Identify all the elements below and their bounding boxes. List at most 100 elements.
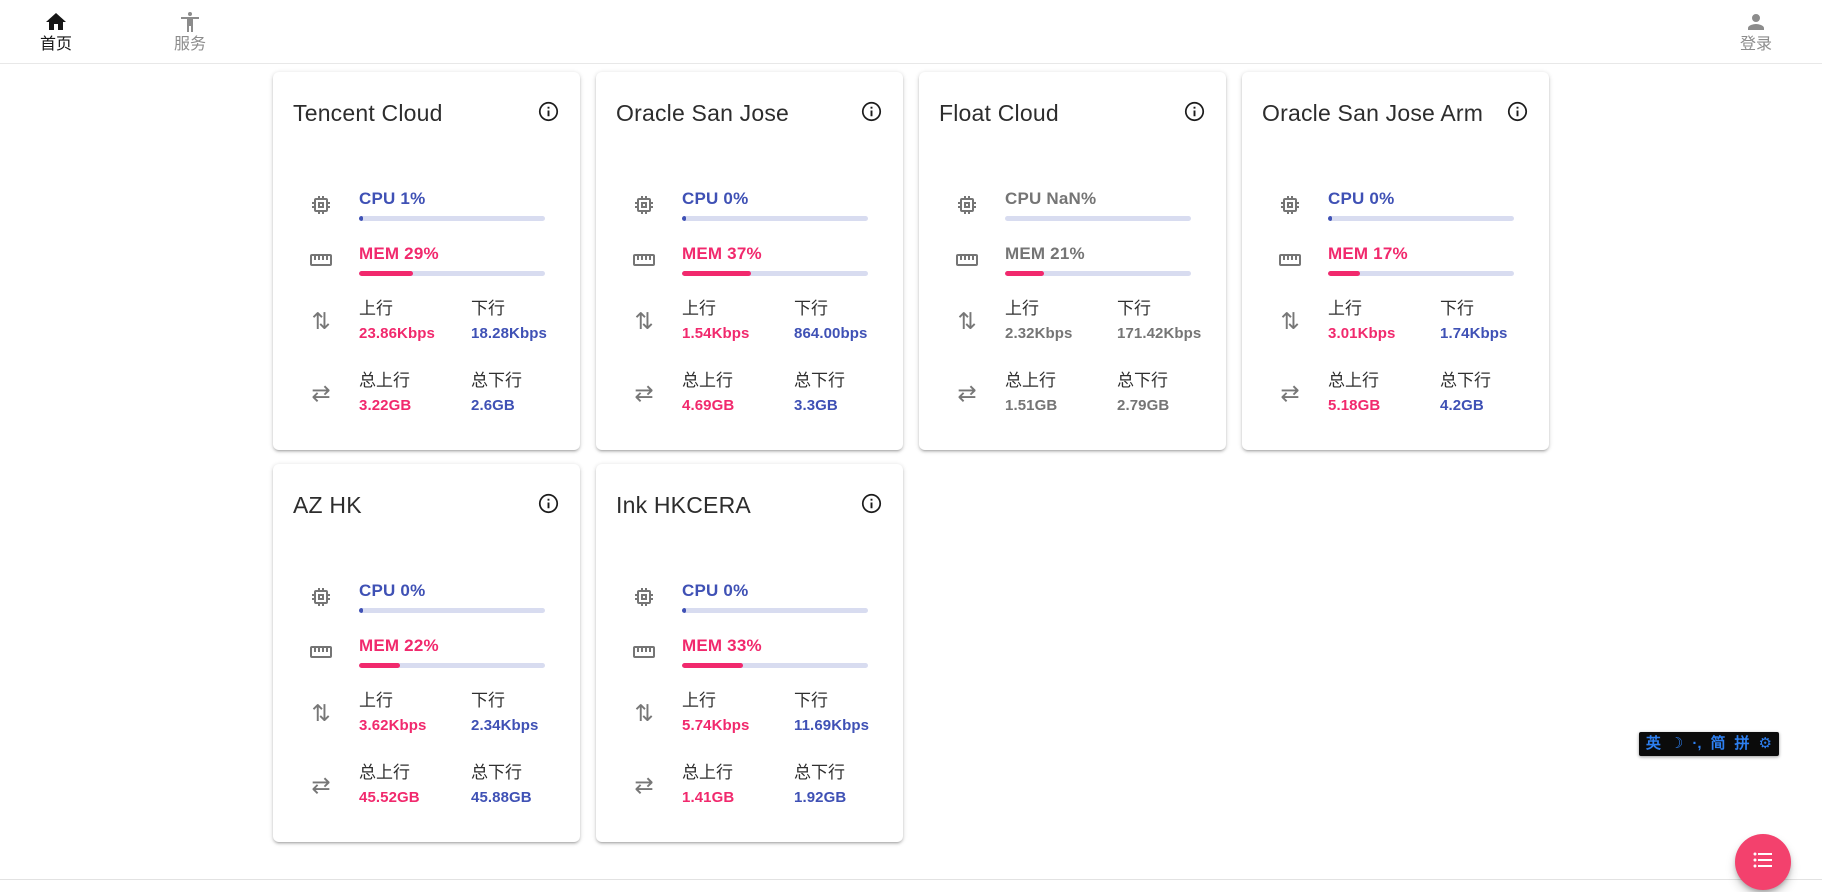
server-card: Ink HKCERA CPU 0%: [596, 464, 903, 842]
total-download-label: 总下行: [471, 371, 522, 390]
swap-vertical-icon: ⇅: [311, 700, 331, 726]
nav-item-services[interactable]: 服务: [164, 10, 216, 54]
ime-item-3[interactable]: 简: [1710, 735, 1726, 752]
server-card: Tencent Cloud CPU 1%: [273, 72, 580, 450]
total-download: 总下行 2.6GB: [471, 371, 522, 415]
total-upload-label: 总上行: [359, 371, 410, 390]
mem-progress-fill: [682, 271, 751, 276]
download-speed: 下行 11.69Kbps: [794, 691, 869, 735]
server-name: Oracle San Jose: [616, 100, 790, 126]
download-speed: 下行 864.00bps: [794, 299, 867, 343]
info-icon[interactable]: [537, 492, 560, 515]
memory-ruler-icon: [632, 640, 656, 664]
info-icon[interactable]: [860, 492, 883, 515]
cpu-progressbar: [1005, 216, 1191, 221]
server-metrics: CPU 1% MEM 29% ⇅: [293, 189, 560, 415]
memory-ruler-icon: [309, 640, 333, 664]
server-card: Float Cloud CPU NaN%: [919, 72, 1226, 450]
total-row: ⇄ 总上行 5.18GB 总下行 4.2GB: [1262, 371, 1529, 415]
total-download: 总下行 3.3GB: [794, 371, 845, 415]
total-download-value: 3.3GB: [794, 397, 838, 414]
info-icon[interactable]: [537, 100, 560, 123]
server-name: Float Cloud: [939, 100, 1059, 126]
ime-toolbar: 英 ☽ ·, 简拼 ⚙: [1638, 732, 1779, 756]
info-icon[interactable]: [1506, 100, 1529, 123]
cpu-chip-icon: [309, 193, 333, 217]
mem-progressbar: [359, 271, 545, 276]
server-metrics: CPU 0% MEM 33% ⇅: [616, 581, 883, 807]
upload-label: 上行: [1005, 299, 1039, 318]
total-upload-label: 总上行: [682, 763, 733, 782]
cpu-progressbar: [682, 216, 868, 221]
cpu-gauge: CPU 0%: [359, 581, 545, 613]
nav-item-home-label: 首页: [39, 35, 72, 53]
mem-progressbar: [682, 271, 868, 276]
server-name: Tencent Cloud: [293, 100, 443, 126]
total-upload-value: 1.41GB: [682, 789, 735, 806]
speed-row: ⇅ 上行 23.86Kbps 下行 18.28Kbps: [293, 299, 560, 343]
total-upload: 总上行 1.41GB: [682, 763, 794, 807]
total-download: 总下行 45.88GB: [471, 763, 532, 807]
ime-item-4[interactable]: 拼: [1734, 735, 1750, 752]
total-download-label: 总下行: [471, 763, 522, 782]
download-speed: 下行 2.34Kbps: [471, 691, 539, 735]
cpu-progressbar: [359, 216, 545, 221]
server-card-header: Oracle San Jose: [616, 98, 883, 128]
total-download-value: 4.2GB: [1440, 397, 1484, 414]
cpu-chip-icon: [309, 585, 333, 609]
mem-progress-fill: [359, 663, 400, 668]
mem-progressbar: [1328, 271, 1514, 276]
server-card-header: Oracle San Jose Arm: [1262, 98, 1529, 128]
cpu-gauge: CPU NaN%: [1005, 189, 1191, 221]
mem-gauge: MEM 17%: [1328, 244, 1514, 276]
server-cards-grid: Tencent Cloud CPU 1%: [273, 72, 1549, 842]
cpu-progress-fill: [682, 216, 686, 221]
total-upload-label: 总上行: [1328, 371, 1379, 390]
cpu-chip-icon: [632, 585, 656, 609]
upload-label: 上行: [359, 691, 393, 710]
total-row: ⇄ 总上行 4.69GB 总下行 3.3GB: [616, 371, 883, 415]
nav-item-home[interactable]: 首页: [30, 10, 82, 54]
cpu-chip-icon: [632, 193, 656, 217]
mem-progress-fill: [359, 271, 413, 276]
upload-value: 3.01Kbps: [1328, 325, 1396, 342]
mem-label: MEM 22%: [359, 636, 439, 655]
memory-ruler-icon: [632, 248, 656, 272]
mem-label: MEM 17%: [1328, 244, 1408, 263]
ime-item-0[interactable]: 英: [1645, 735, 1661, 752]
cpu-row: CPU 0%: [616, 581, 883, 613]
server-card-header: AZ HK: [293, 490, 560, 520]
total-upload-label: 总上行: [359, 763, 410, 782]
info-icon[interactable]: [1183, 100, 1206, 123]
total-upload: 总上行 45.52GB: [359, 763, 471, 807]
ime-item-1[interactable]: ☽: [1669, 735, 1684, 752]
swap-horizontal-icon: ⇄: [634, 380, 654, 406]
upload-value: 2.32Kbps: [1005, 325, 1073, 342]
cpu-label: CPU 0%: [359, 581, 426, 600]
total-upload-value: 1.51GB: [1005, 397, 1058, 414]
total-upload-value: 45.52GB: [359, 789, 420, 806]
total-download: 总下行 4.2GB: [1440, 371, 1491, 415]
download-value: 171.42Kbps: [1117, 325, 1202, 342]
total-row: ⇄ 总上行 1.51GB 总下行 2.79GB: [939, 371, 1206, 415]
mem-row: MEM 21%: [939, 244, 1206, 276]
ime-item-5[interactable]: ⚙: [1758, 735, 1772, 752]
server-name: Ink HKCERA: [616, 492, 751, 518]
memory-ruler-icon: [309, 248, 333, 272]
total-row: ⇄ 总上行 1.41GB 总下行 1.92GB: [616, 763, 883, 807]
speed-row: ⇅ 上行 2.32Kbps 下行 171.42Kbps: [939, 299, 1206, 343]
mem-label: MEM 33%: [682, 636, 762, 655]
mem-progressbar: [359, 663, 545, 668]
nav-item-login[interactable]: 登录: [1730, 10, 1782, 54]
mem-progress-fill: [682, 663, 744, 668]
ime-item-2[interactable]: ·,: [1692, 735, 1702, 752]
info-icon[interactable]: [860, 100, 883, 123]
top-navbar: 首页 服务 登录: [0, 0, 1822, 64]
total-download: 总下行 1.92GB: [794, 763, 846, 807]
total-download: 总下行 2.79GB: [1117, 371, 1169, 415]
server-list-fab[interactable]: [1735, 834, 1791, 890]
total-download-label: 总下行: [794, 371, 845, 390]
total-upload-value: 3.22GB: [359, 397, 412, 414]
cpu-progressbar: [682, 608, 868, 613]
upload-speed: 上行 23.86Kbps: [359, 299, 471, 343]
